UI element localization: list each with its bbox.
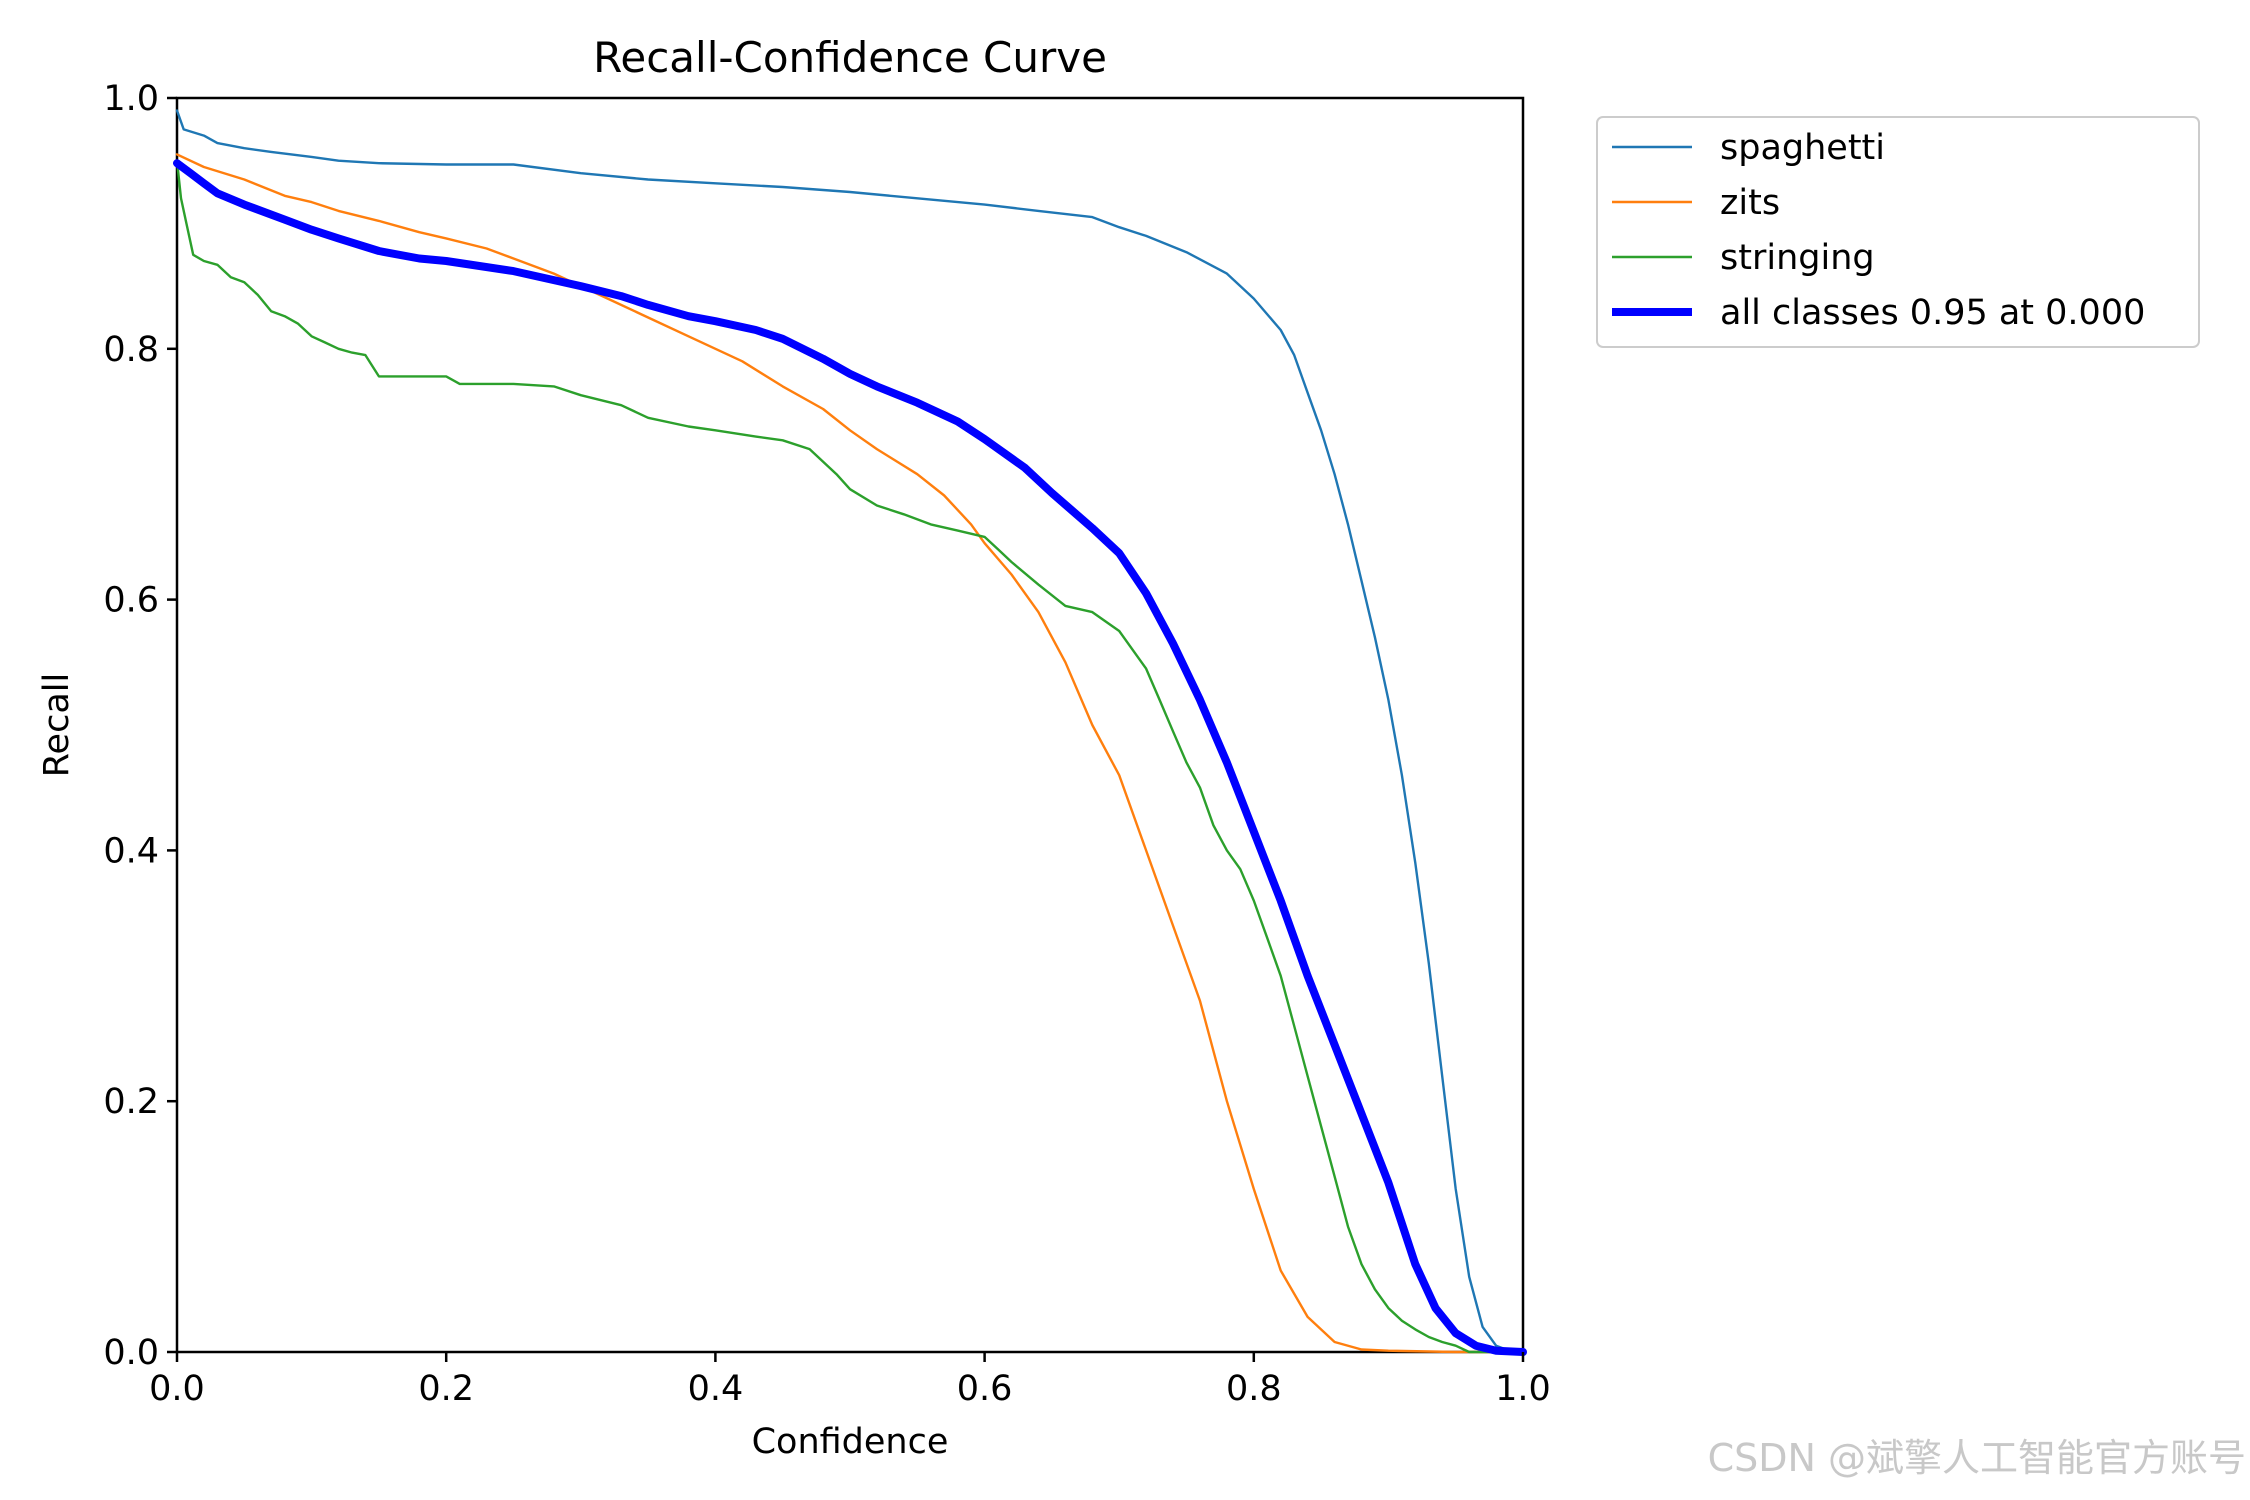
series-layer (173, 109, 1527, 1356)
y-tick-label: 0.0 (103, 1333, 159, 1373)
y-tick-label: 0.2 (103, 1082, 159, 1122)
y-tick-label: 0.4 (103, 831, 159, 871)
x-tick-label: 0.6 (957, 1369, 1013, 1409)
x-axis-ticks: 0.0 0.2 0.4 0.6 0.8 1.0 (149, 1352, 1551, 1409)
x-tick-label: 0.4 (688, 1369, 744, 1409)
plot-area (175, 96, 1525, 1354)
legend-label-2: zits (1720, 183, 1780, 223)
legend-label-3: stringing (1720, 238, 1875, 278)
series-line-4 (173, 159, 1527, 1356)
x-tick-label: 0.2 (418, 1369, 474, 1409)
chart-title: Recall-Confidence Curve (593, 33, 1107, 82)
legend: spaghetti zits stringing all classes 0.95 a… (1596, 116, 2200, 348)
y-axis-label: Recall (37, 673, 77, 777)
legend-label-1: spaghetti (1720, 128, 1885, 168)
x-tick-label: 0.8 (1226, 1369, 1282, 1409)
watermark-text: CSDN @斌擎人工智能官方账号 (1707, 1436, 2246, 1480)
y-axis-ticks: 0.0 0.2 0.4 0.6 0.8 1.0 (103, 79, 177, 1373)
series-line-1 (175, 109, 1525, 1354)
y-tick-label: 0.8 (103, 330, 159, 370)
plot-frame (175, 96, 1525, 1354)
legend-box (1596, 116, 2200, 348)
x-tick-label: 1.0 (1495, 1369, 1551, 1409)
y-tick-label: 1.0 (103, 79, 159, 119)
legend-label-4: all classes 0.95 at 0.000 (1720, 293, 2145, 333)
x-axis-label: Confidence (752, 1422, 949, 1462)
x-tick-label: 0.0 (149, 1369, 205, 1409)
y-tick-label: 0.6 (103, 581, 159, 621)
series-line-3 (175, 159, 1525, 1354)
series-line-2 (175, 153, 1525, 1354)
